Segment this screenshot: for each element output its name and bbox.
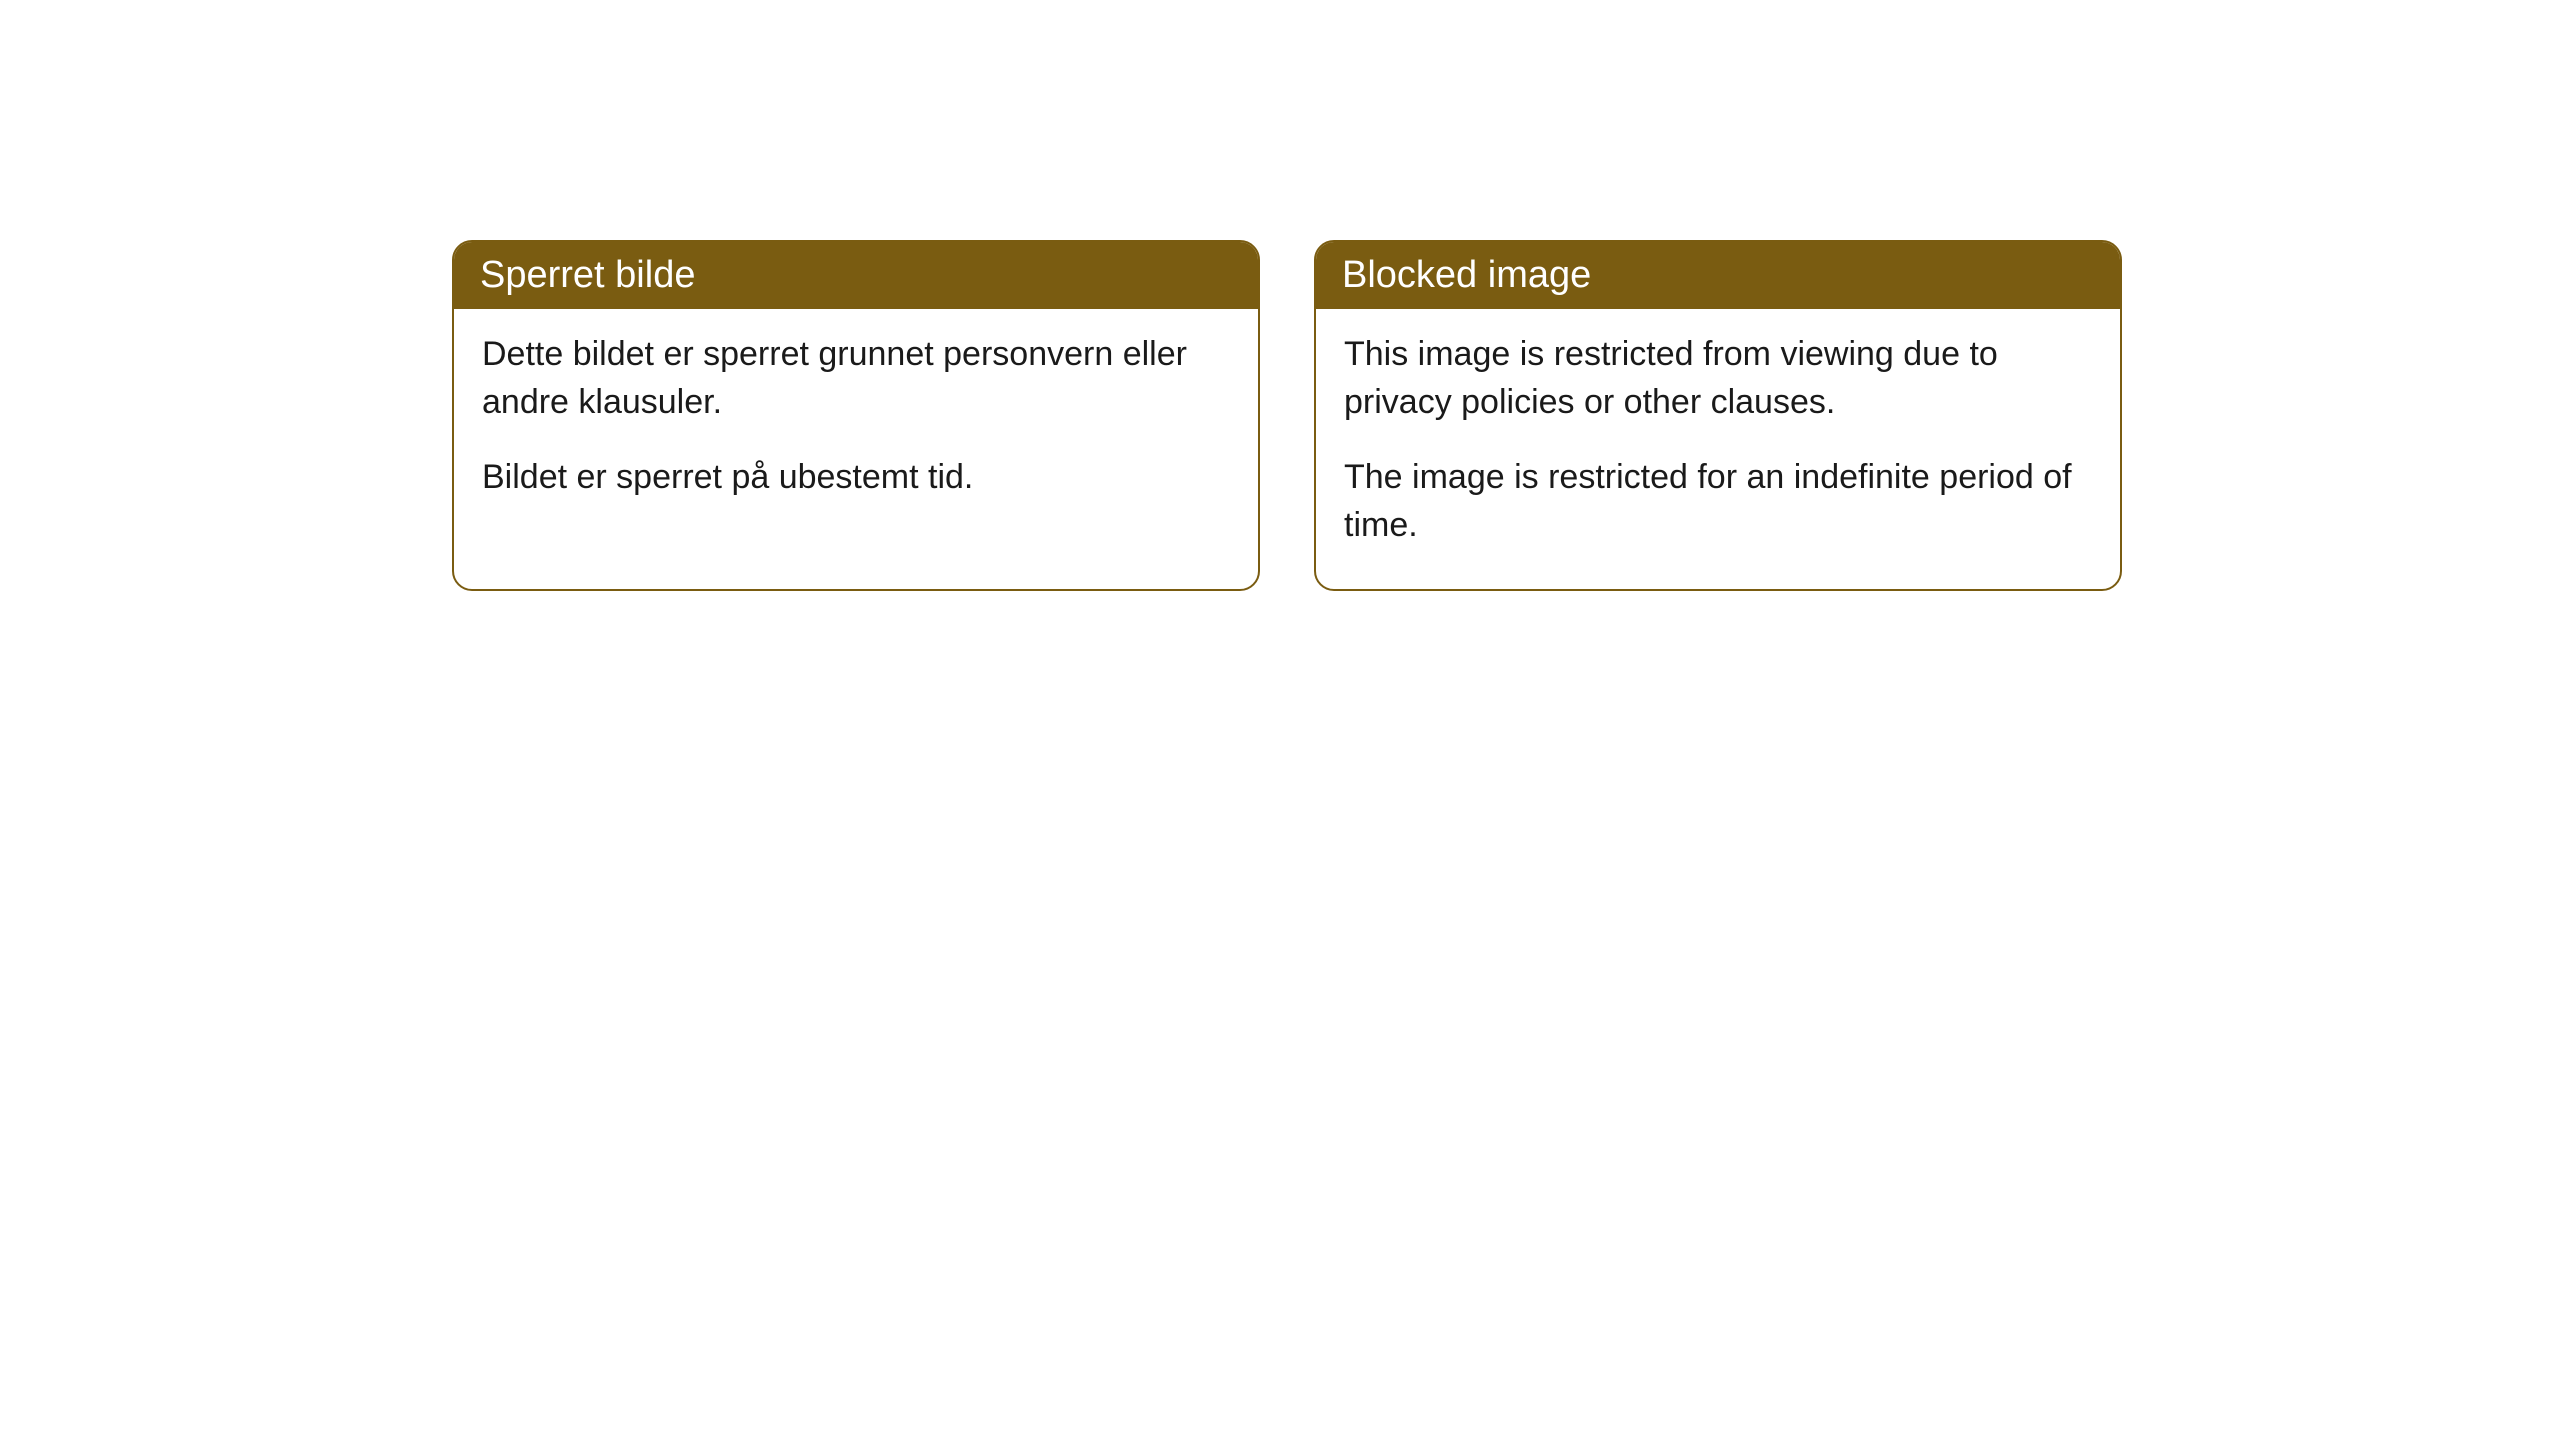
card-paragraph: Dette bildet er sperret grunnet personve… xyxy=(482,331,1230,426)
card-body: Dette bildet er sperret grunnet personve… xyxy=(454,309,1258,542)
card-title: Sperret bilde xyxy=(454,242,1258,309)
blocked-image-card-english: Blocked image This image is restricted f… xyxy=(1314,240,2122,591)
card-body: This image is restricted from viewing du… xyxy=(1316,309,2120,589)
card-title: Blocked image xyxy=(1316,242,2120,309)
card-paragraph: This image is restricted from viewing du… xyxy=(1344,331,2092,426)
notice-cards-container: Sperret bilde Dette bildet er sperret gr… xyxy=(0,0,2560,591)
blocked-image-card-norwegian: Sperret bilde Dette bildet er sperret gr… xyxy=(452,240,1260,591)
card-paragraph: The image is restricted for an indefinit… xyxy=(1344,454,2092,549)
card-paragraph: Bildet er sperret på ubestemt tid. xyxy=(482,454,1230,502)
